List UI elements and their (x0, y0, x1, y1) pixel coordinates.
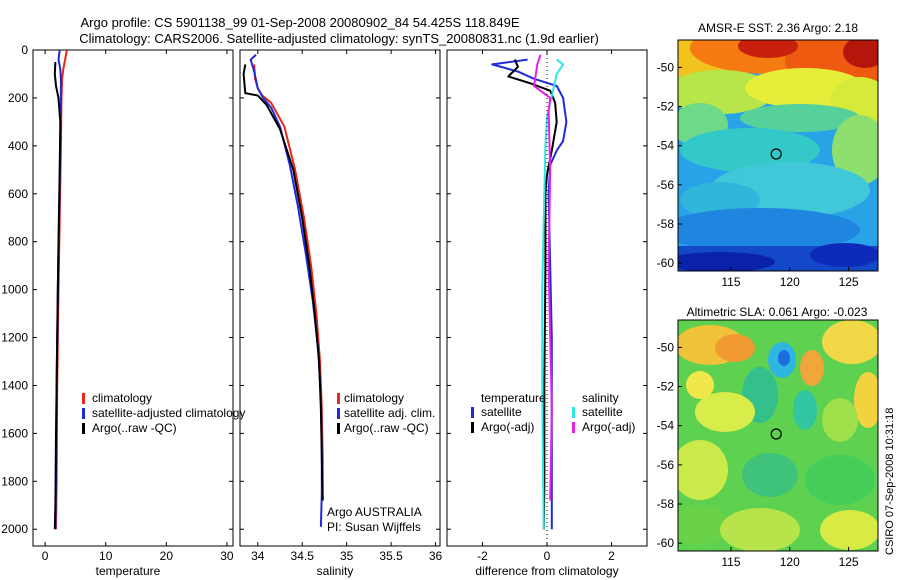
series-line-salinity-argo-adj (533, 54, 553, 501)
x-tick-label: -2 (477, 549, 488, 563)
sal-legend-swatch-satellite (337, 408, 340, 419)
temperature-axes-frame (32, 49, 234, 547)
series-line-argo-raw-qc (53, 61, 62, 530)
y-tick-label: 1200 (1, 331, 28, 345)
x-tick-label: 36 (429, 549, 443, 563)
diff-legend-swatch-temp-argo (471, 422, 474, 433)
legend-label-argo: Argo(..raw -QC) (92, 421, 177, 435)
salinity-panel: 34 34.5 35 35.5 36 salinity climatology sate… (239, 49, 443, 578)
legend-swatch-climatology (82, 393, 85, 404)
figure-title-line2: Climatology: CARS2006. Satellite-adjuste… (79, 31, 599, 46)
series-line-argo-raw-qc (242, 64, 324, 501)
figure-title-line1: Argo profile: CS 5901138_99 01-Sep-2008 … (81, 15, 520, 30)
annotation-argo-australia: Argo AUSTRALIA (327, 505, 422, 519)
series-line-temperature-satellite (491, 58, 568, 530)
x-tick-label: 34 (251, 549, 265, 563)
y-tick-label: 1600 (1, 426, 28, 440)
map-x-tick-label: 115 (721, 555, 740, 569)
x-tick-label: 34.5 (291, 549, 315, 563)
legend-label-climatology: climatology (92, 391, 152, 405)
map-y-tick-label: -54 (657, 139, 675, 153)
y-tick-label: 200 (8, 91, 28, 105)
series-line-climatology (253, 64, 324, 501)
sst-map-title: AMSR-E SST: 2.36 Argo: 2.18 (698, 21, 858, 35)
map-y-tick-label: -52 (657, 100, 675, 114)
map-y-tick-label: -58 (657, 217, 675, 231)
sla-heatmap (678, 320, 878, 551)
map-y-tick-label: -58 (657, 497, 675, 511)
y-tick-label: 2000 (1, 522, 28, 536)
sal-legend-swatch-argo (337, 423, 340, 434)
diff-legend-label-temp-argo: Argo(-adj) (481, 420, 534, 434)
sla-map-panel: Altimetric SLA: 0.061 Argo: -0.023 115 12… (657, 305, 879, 569)
legend-label-satellite-adjusted: satellite-adjusted climatology (92, 406, 245, 420)
map-y-tick-label: -56 (657, 178, 675, 192)
x-tick-label: 30 (220, 549, 234, 563)
salinity-xlabel: salinity (317, 564, 354, 578)
sla-argo-position-marker (770, 428, 782, 440)
legend-header-salinity: salinity (582, 391, 619, 405)
map-x-tick-label: 125 (839, 555, 859, 569)
temperature-panel: 0 10 20 30 0 200 400 600 800 1000 1200 1400 1600 1800… (1, 43, 245, 578)
difference-xlabel: difference from climatology (475, 564, 618, 578)
x-tick-label: 35.5 (379, 549, 403, 563)
sst-heatmap (678, 40, 878, 271)
map-y-tick-label: -54 (657, 419, 675, 433)
y-tick-label: 0 (21, 43, 28, 57)
map-y-tick-label: -52 (657, 380, 675, 394)
y-tick-label: 400 (8, 139, 28, 153)
map-y-tick-label: -60 (657, 536, 675, 550)
legend-swatch-satellite-adjusted (82, 408, 85, 419)
y-tick-label: 1800 (1, 474, 28, 488)
legend-header-temperature: temperature (481, 391, 546, 405)
map-x-tick-label: 125 (839, 275, 859, 289)
legend-swatch-argo (82, 423, 85, 434)
y-tick-label: 1400 (1, 378, 28, 392)
map-x-tick-label: 115 (721, 275, 740, 289)
diff-legend-swatch-sal-argo (572, 422, 575, 433)
map-y-tick-label: -50 (657, 60, 675, 74)
diff-legend-label-sal-satellite: satellite (582, 405, 623, 419)
map-y-tick-label: -56 (657, 458, 675, 472)
diff-legend-label-temp-satellite: satellite (481, 405, 522, 419)
series-line-temperature-argo-adj (507, 59, 558, 530)
map-y-tick-label: -60 (657, 256, 675, 270)
csiro-timestamp-label: CSIRO 07-Sep-2008 10:31:18 (884, 408, 896, 555)
x-tick-label: 0 (42, 549, 49, 563)
sla-map-frame (677, 319, 879, 552)
x-tick-label: 20 (160, 549, 174, 563)
salinity-axes-frame (239, 49, 441, 547)
sla-map-title: Altimetric SLA: 0.061 Argo: -0.023 (687, 305, 868, 319)
sal-legend-swatch-climatology (337, 393, 340, 404)
diff-legend-swatch-sal-satellite (572, 407, 575, 418)
diff-legend-swatch-temp-satellite (471, 407, 474, 418)
x-tick-label: 10 (99, 549, 113, 563)
sal-legend-label-argo: Argo(..raw -QC) (344, 421, 429, 435)
x-tick-label: 0 (544, 549, 551, 563)
x-tick-label: 2 (608, 549, 615, 563)
y-tick-label: 800 (8, 235, 28, 249)
temperature-xlabel: temperature (96, 564, 161, 578)
y-tick-label: 1000 (1, 283, 28, 297)
map-x-tick-label: 120 (780, 555, 800, 569)
x-tick-label: 35 (340, 549, 354, 563)
y-tick-label: 600 (8, 187, 28, 201)
sal-legend-label-climatology: climatology (344, 391, 404, 405)
series-line-salinity-satellite (541, 58, 565, 530)
diff-legend-label-sal-argo: Argo(-adj) (582, 420, 635, 434)
sst-argo-position-marker (770, 148, 782, 160)
map-x-tick-label: 120 (780, 275, 800, 289)
sst-map-frame (677, 39, 879, 272)
annotation-pi: PI: Susan Wijffels (327, 520, 421, 534)
sal-legend-label-satellite: satellite adj. clim. (344, 406, 435, 420)
difference-panel: -2 0 2 difference from climatology tempera… (446, 49, 648, 578)
map-y-tick-label: -50 (657, 340, 675, 354)
sst-map-panel: AMSR-E SST: 2.36 Argo: 2.18 115 120 125 -50… (657, 21, 879, 289)
